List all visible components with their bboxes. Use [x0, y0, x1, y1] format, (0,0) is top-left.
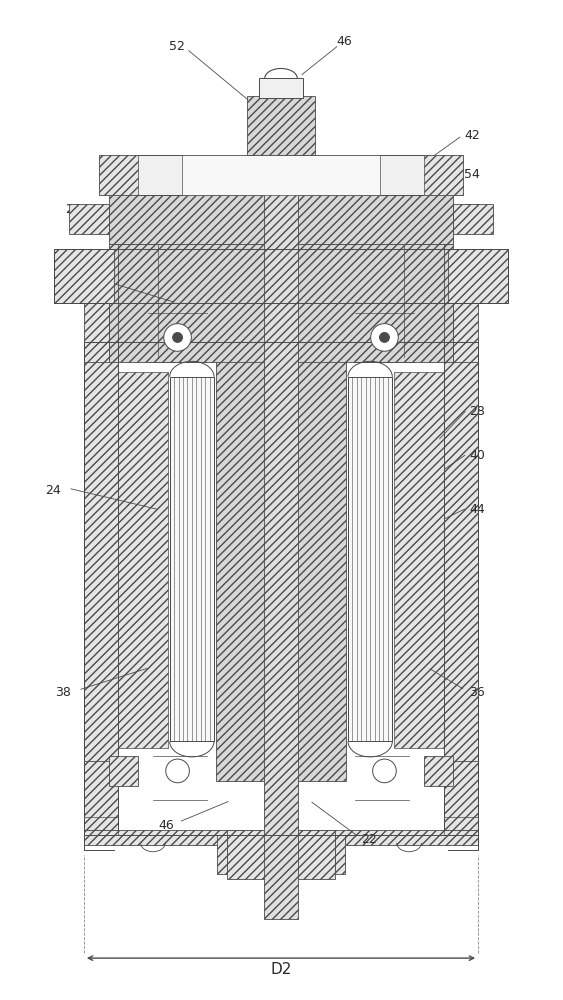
- Text: 24: 24: [46, 484, 61, 497]
- Text: 44: 44: [469, 503, 485, 516]
- Bar: [55, 249, 114, 303]
- Text: 54: 54: [464, 168, 480, 181]
- Text: 38: 38: [55, 686, 71, 699]
- Bar: [84, 342, 478, 835]
- Bar: [217, 835, 227, 874]
- Bar: [424, 155, 463, 195]
- Bar: [453, 204, 493, 234]
- Bar: [227, 830, 335, 879]
- Text: 42: 42: [464, 129, 480, 142]
- Bar: [84, 761, 118, 830]
- Bar: [264, 86, 298, 919]
- Text: 46: 46: [336, 35, 352, 48]
- Bar: [444, 761, 478, 830]
- Text: D2: D2: [270, 962, 292, 977]
- Bar: [394, 372, 444, 748]
- Bar: [335, 835, 345, 874]
- Text: 52: 52: [169, 40, 185, 53]
- Bar: [444, 342, 478, 835]
- Text: 40: 40: [469, 449, 485, 462]
- Bar: [260, 78, 303, 98]
- Circle shape: [370, 324, 398, 351]
- Bar: [118, 372, 168, 748]
- Text: 28: 28: [469, 405, 485, 418]
- Circle shape: [166, 759, 189, 783]
- Bar: [424, 756, 453, 786]
- Bar: [109, 195, 453, 244]
- Bar: [182, 155, 379, 195]
- Bar: [84, 303, 109, 362]
- Text: 22: 22: [361, 833, 377, 846]
- Circle shape: [173, 333, 182, 342]
- Bar: [69, 204, 109, 234]
- Bar: [84, 342, 118, 835]
- Text: 36: 36: [469, 686, 485, 699]
- Text: 32: 32: [90, 277, 106, 290]
- Bar: [55, 249, 508, 303]
- Bar: [84, 830, 478, 845]
- Bar: [216, 323, 346, 781]
- Bar: [99, 155, 138, 195]
- Bar: [348, 377, 392, 741]
- Text: 56: 56: [464, 203, 480, 216]
- Text: 26: 26: [65, 203, 81, 216]
- Circle shape: [379, 333, 390, 342]
- Bar: [449, 249, 508, 303]
- Bar: [453, 303, 478, 362]
- Bar: [109, 244, 453, 362]
- Bar: [99, 155, 463, 195]
- Text: 46: 46: [159, 819, 175, 832]
- Circle shape: [373, 759, 396, 783]
- Bar: [247, 96, 315, 155]
- Bar: [109, 756, 138, 786]
- Circle shape: [164, 324, 191, 351]
- Bar: [169, 377, 214, 741]
